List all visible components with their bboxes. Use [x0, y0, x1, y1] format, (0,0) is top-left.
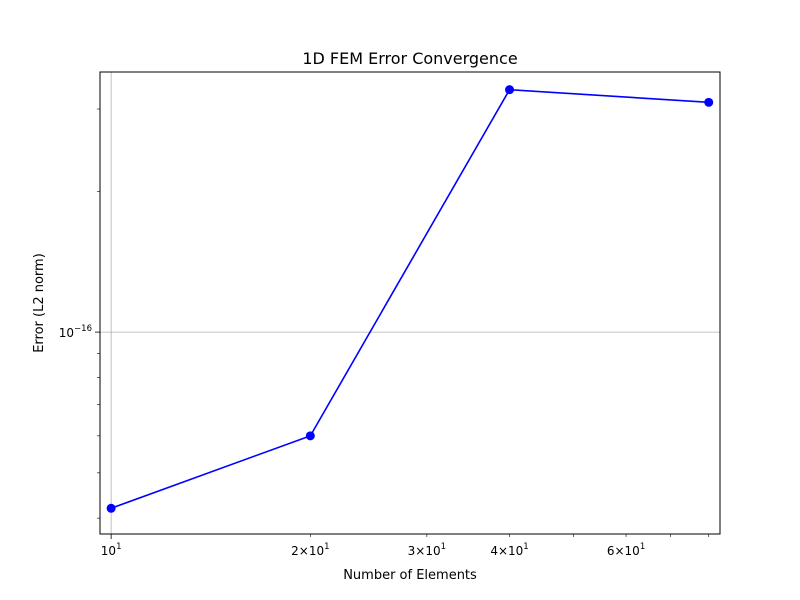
data-point — [505, 85, 515, 95]
x-axis-label: Number of Elements — [343, 568, 477, 583]
y-tick-exponent: −16 — [74, 324, 92, 334]
x-tick-exponent: 1 — [523, 542, 528, 552]
x-tick-label: 3×101 — [408, 542, 446, 558]
y-axis-label: Error (L2 norm) — [32, 253, 47, 353]
series-line — [110, 88, 709, 510]
chart-title: 1D FEM Error Convergence — [302, 49, 517, 68]
y-tick-label: 10−16 — [59, 324, 92, 340]
x-tick-mantissa: 2×10 — [291, 544, 324, 558]
x-tick-base: 10 — [101, 544, 116, 558]
x-tick-mantissa: 4×10 — [490, 544, 523, 558]
y-tick-base: 10 — [59, 326, 74, 340]
data-point — [704, 97, 714, 107]
x-tick-exponent: 1 — [441, 542, 446, 552]
x-tick-label: 101 — [101, 542, 122, 558]
x-tick-mantissa: 3×10 — [408, 544, 441, 558]
data-point — [305, 431, 315, 441]
x-tick-label: 6×101 — [607, 542, 645, 558]
data-point — [106, 503, 116, 513]
x-tick-exponent: 1 — [640, 542, 645, 552]
x-tick-mantissa: 6×10 — [607, 544, 640, 558]
x-tick-label: 2×101 — [291, 542, 329, 558]
series-layer — [106, 85, 714, 513]
x-tick-exponent: 1 — [324, 542, 329, 552]
x-tick-label: 4×101 — [490, 542, 528, 558]
grid — [100, 72, 720, 534]
plot-frame — [99, 71, 721, 535]
x-tick-exponent: 1 — [116, 542, 121, 552]
